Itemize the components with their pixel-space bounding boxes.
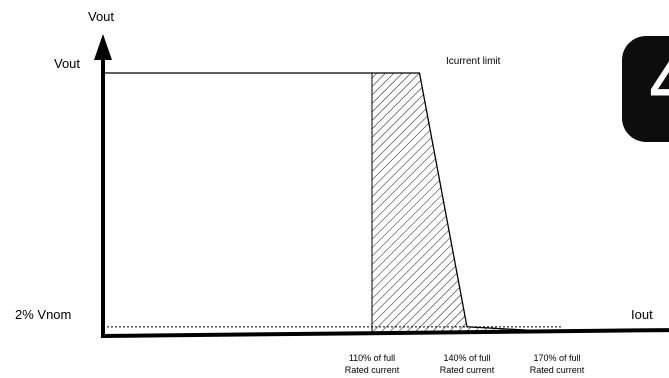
series-line: [103, 72, 563, 333]
page-number-badge: [622, 36, 669, 142]
y-top-level-label: Vout: [54, 56, 80, 71]
x-tick-label-170-line1: 170% of full: [533, 353, 580, 363]
x-axis: [100, 328, 669, 338]
x-axis-label: Iout: [631, 307, 653, 322]
y-axis-arrow-icon: [94, 34, 112, 60]
current-limit-annotation: Icurrent limit: [446, 56, 501, 67]
y-low-level-label: 2% Vnom: [15, 307, 71, 322]
page-number-badge-label: 4: [650, 49, 669, 118]
x-tick-label-170-line2: Rated current: [530, 365, 585, 375]
x-tick-label-140-line1: 140% of full: [443, 353, 490, 363]
x-tick-label-110-line1: 110% of full: [349, 353, 395, 363]
y-axis-label: Vout: [88, 9, 114, 24]
x-tick-label-140-line2: Rated current: [440, 365, 495, 375]
x-tick-label-110-line2: Rated current: [345, 365, 400, 375]
current-limit-hatched-region: [371, 72, 563, 333]
